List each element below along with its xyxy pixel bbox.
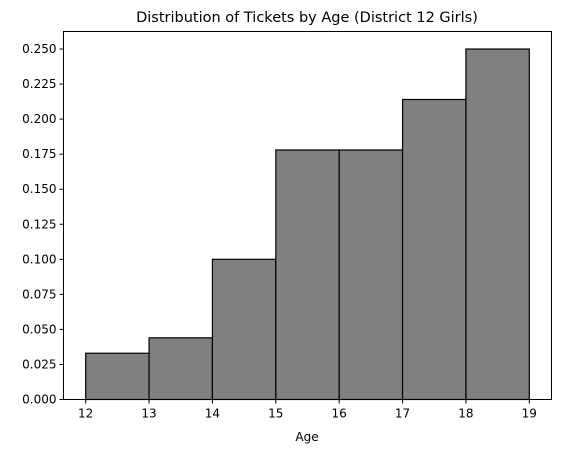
plot-frame — [63, 31, 552, 400]
y-tick-label: 0.250 — [22, 42, 56, 56]
y-tick-label: 0.200 — [22, 112, 56, 126]
x-tick-label: 17 — [395, 407, 410, 421]
x-tick-label: 16 — [332, 407, 347, 421]
y-tick-label: 0.125 — [22, 217, 56, 231]
x-axis-label: Age — [295, 430, 318, 444]
y-tick-label: 0.000 — [22, 393, 56, 407]
x-tick-label: 14 — [205, 407, 220, 421]
y-tick-label: 0.025 — [22, 357, 56, 371]
bars-group — [85, 48, 530, 401]
y-axis-ticks: 0.000 0.025 0.050 0.075 0.100 0.125 0.150 0.175… — [22, 42, 64, 407]
y-tick-label: 0.225 — [22, 77, 56, 91]
y-tick-label: 0.175 — [22, 147, 56, 161]
chart-title: Distribution of Tickets by Age (District… — [136, 10, 478, 26]
histogram-bar-17-18 — [401, 98, 467, 401]
x-tick-label: 12 — [78, 407, 93, 421]
x-tick-label: 19 — [522, 407, 537, 421]
x-axis-ticks: 12 13 14 15 16 17 18 19 — [78, 399, 537, 421]
histogram-bar-13-14 — [148, 337, 214, 401]
histogram-bar-12-13 — [85, 352, 150, 401]
histogram-bar-16-17 — [338, 149, 404, 401]
histogram-bar-18-19 — [465, 48, 530, 401]
y-tick-label: 0.100 — [22, 252, 56, 266]
y-tick-label: 0.075 — [22, 287, 56, 301]
x-tick-label: 13 — [141, 407, 156, 421]
x-tick-label: 18 — [458, 407, 473, 421]
histogram-bar-14-15 — [211, 258, 277, 401]
y-tick-label: 0.150 — [22, 182, 56, 196]
histogram-bar-15-16 — [275, 149, 340, 401]
y-tick-label: 0.050 — [22, 322, 56, 336]
x-tick-label: 15 — [268, 407, 283, 421]
